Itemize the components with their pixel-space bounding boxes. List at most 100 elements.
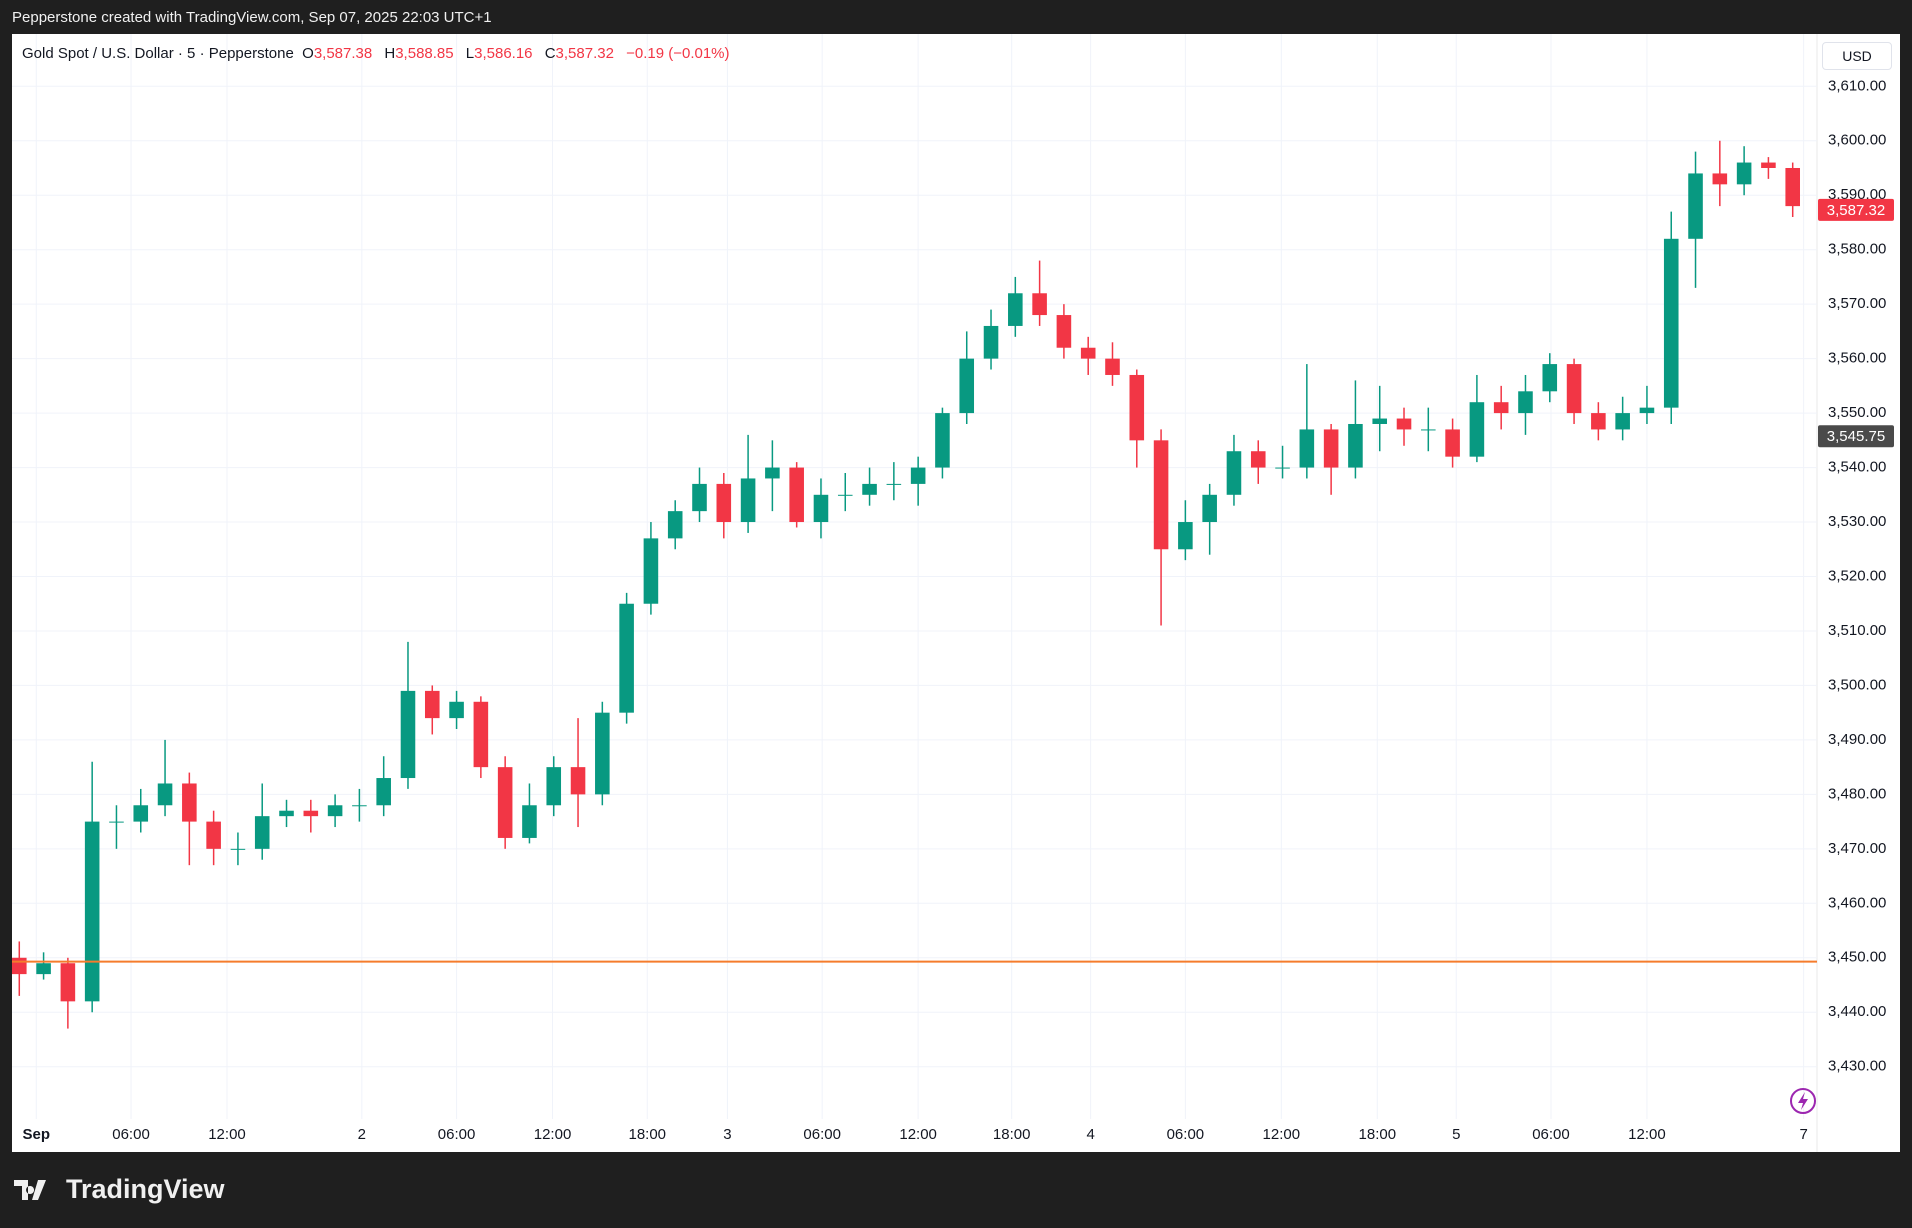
candle-body	[1688, 173, 1703, 239]
candle-body	[765, 467, 780, 479]
credit: Pepperstone created with TradingView.com…	[12, 9, 492, 26]
x-tick-label: Sep	[23, 1126, 51, 1143]
y-tick-label: 3,530.00	[1828, 513, 1886, 530]
candle-body	[522, 805, 537, 838]
candle-body	[886, 483, 902, 485]
y-tick-label: 3,510.00	[1828, 622, 1886, 639]
x-tick-label: 18:00	[993, 1126, 1031, 1143]
l-key: L	[465, 45, 475, 62]
candle-body	[1080, 347, 1096, 359]
o-value: 3,587.38	[313, 45, 373, 62]
x-tick-label: 12:00	[899, 1126, 937, 1143]
x-tick-label: 06:00	[803, 1126, 841, 1143]
candle-body	[813, 494, 829, 523]
candle-body	[983, 325, 999, 359]
candle-body	[1178, 522, 1193, 550]
y-tick-label: 3,470.00	[1828, 840, 1886, 857]
y-tick-label: 3,540.00	[1828, 459, 1886, 476]
candle-body	[1323, 429, 1339, 468]
candle-body	[619, 603, 634, 713]
c-key: C	[544, 45, 556, 62]
x-tick-label: 5	[1452, 1126, 1460, 1143]
candle-body	[1761, 162, 1776, 168]
candle-body	[1615, 413, 1630, 430]
x-tick-label: 2	[358, 1126, 366, 1143]
candle-body	[1105, 358, 1120, 375]
candle-body	[1639, 407, 1655, 414]
x-tick-label: 12:00	[1628, 1126, 1666, 1143]
candle-body	[595, 712, 610, 795]
y-tick-label: 3,450.00	[1828, 949, 1886, 966]
candle-body	[1226, 451, 1242, 495]
candle-body	[84, 821, 100, 1002]
candle-body	[1736, 162, 1752, 185]
candle-body	[716, 483, 732, 523]
alert-icon[interactable]	[1790, 1088, 1816, 1114]
x-tick-label: 06:00	[438, 1126, 476, 1143]
candle-body	[1421, 429, 1436, 431]
candle-body	[1032, 293, 1047, 316]
candle-body	[497, 767, 513, 838]
candle-body	[109, 821, 124, 823]
candle-body	[740, 478, 756, 523]
candle-body	[667, 511, 683, 539]
candle-body	[1712, 173, 1728, 185]
candle-body	[376, 778, 391, 806]
candle-body	[133, 805, 149, 822]
candle-body	[643, 538, 659, 604]
logo-shape	[14, 1179, 46, 1200]
currency-button[interactable]: USD	[1822, 42, 1892, 70]
candle-body	[1591, 413, 1606, 430]
y-tick-label: 3,600.00	[1828, 132, 1886, 149]
x-tick-label: 12:00	[534, 1126, 572, 1143]
candle-body	[959, 358, 975, 414]
brand: TradingView	[66, 1174, 225, 1204]
candle-body	[182, 783, 197, 822]
candle-body	[1299, 429, 1315, 468]
candle-body	[1493, 402, 1509, 414]
candle-body	[1566, 364, 1582, 414]
candle-body	[12, 957, 27, 975]
y-tick-label: 3,440.00	[1828, 1003, 1886, 1020]
candle-body	[1008, 293, 1023, 326]
candle-body	[279, 810, 294, 817]
alert-bolt	[1798, 1092, 1808, 1110]
candle-body	[789, 467, 804, 523]
candle-body	[570, 767, 586, 795]
candle-body	[449, 701, 464, 719]
candle-body	[862, 483, 877, 495]
brand-logo	[14, 1179, 46, 1200]
candle-body	[206, 821, 221, 849]
candle-body	[230, 848, 246, 850]
candle-body	[935, 413, 950, 468]
y-tick-label: 3,460.00	[1828, 894, 1886, 911]
candle-body	[60, 963, 76, 1002]
y-tick-label: 3,490.00	[1828, 731, 1886, 748]
price-label-box	[1818, 198, 1894, 221]
y-tick-label: 3,500.00	[1828, 676, 1886, 693]
price-label: 3,545.75	[1827, 428, 1885, 445]
candle-body	[1542, 364, 1558, 392]
y-tick-label: 3,580.00	[1828, 241, 1886, 258]
candle-body	[1153, 440, 1169, 550]
y-tick-label: 3,560.00	[1828, 350, 1886, 367]
symbol: Gold Spot / U.S. Dollar · 5 · Pepperston…	[22, 45, 294, 62]
x-tick-label: 18:00	[628, 1126, 666, 1143]
candle-body	[473, 701, 489, 768]
l-value: 3,586.16	[474, 45, 533, 62]
y-tick-label: 3,570.00	[1828, 295, 1886, 312]
x-tick-label: 3	[723, 1126, 731, 1143]
x-tick-label: 06:00	[112, 1126, 150, 1143]
legend: Gold Spot / U.S. Dollar · 5 · Pepperston…	[22, 45, 738, 62]
candle-body	[327, 805, 343, 817]
x-tick-label: 12:00	[1263, 1126, 1301, 1143]
candle-body	[1396, 418, 1412, 430]
candle-body	[352, 805, 367, 807]
candle-body	[1202, 494, 1217, 523]
footer: TradingView	[14, 1174, 225, 1205]
c-value: 3,587.32	[555, 45, 614, 62]
x-tick-label: 06:00	[1167, 1126, 1205, 1143]
candle-body	[157, 783, 173, 806]
